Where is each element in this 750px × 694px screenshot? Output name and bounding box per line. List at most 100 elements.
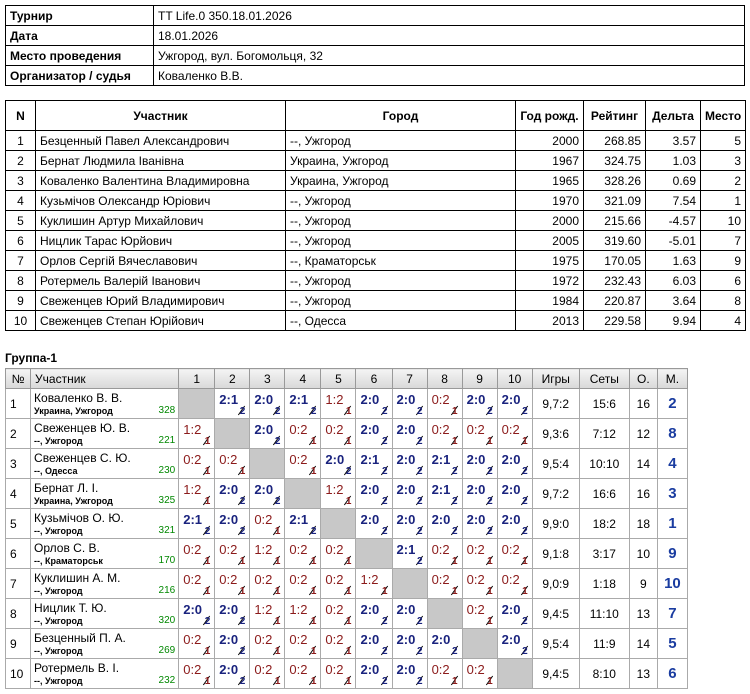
player-name: Куклишин А. М. (34, 571, 121, 585)
result-cell: 2:0 2 (426, 508, 463, 539)
match-points: 2 (381, 676, 388, 687)
cell: Ротермель Валерій Іванович (35, 270, 286, 291)
result-cell: 0:2 1 (178, 538, 216, 569)
player-name: Свеженцев Ю. В. (34, 421, 131, 435)
cell: 232.43 (583, 270, 646, 291)
cell: 2005 (515, 230, 584, 251)
player-rating: 216 (158, 585, 176, 596)
cell: 6 (5, 230, 36, 251)
result-cell: 2:1 2 (391, 538, 428, 569)
result-cell: 0:2 1 (214, 448, 251, 479)
cell: --, Ужгород (285, 190, 516, 211)
score: 0:2 (325, 662, 344, 677)
match-points: 1 (310, 646, 317, 657)
score: 2:0 (360, 602, 380, 617)
score: 0:2 (254, 572, 273, 587)
diagonal-cell (178, 388, 216, 419)
result-cell: 2:0 2 (496, 508, 533, 539)
score: 0:2 (219, 542, 238, 557)
participant-row: 5 Куклишин Артур Михайлович --, Ужгород 200… (5, 210, 746, 231)
column-header: Место (700, 100, 746, 131)
result-cell: 2:0 2 (461, 388, 498, 419)
result-cell: 0:2 1 (214, 538, 251, 569)
cell: 170.05 (583, 250, 646, 271)
group-row: 2 Свеженцев Ю. В. --, Ужгород 221 1:2 1 2:0 2 0:… (4, 418, 689, 449)
info-row: Дата 18.01.2026 (5, 25, 745, 46)
player-city: --, Ужгород (34, 646, 83, 656)
diagonal-cell (426, 598, 463, 629)
info-label: Турнир (5, 5, 154, 26)
score: 2:0 (219, 632, 239, 647)
column-header: 6 (355, 368, 393, 389)
cell: 229.58 (583, 310, 646, 331)
result-cell: 2:0 2 (391, 448, 428, 479)
result-cell: 2:0 2 (391, 508, 428, 539)
points: 14 (628, 628, 658, 659)
points: 13 (628, 598, 658, 629)
score: 0:2 (466, 662, 485, 677)
match-points: 2 (417, 616, 423, 627)
games: 9,0:9 (531, 568, 580, 599)
score: 2:0 (431, 632, 451, 647)
result-cell: 0:2 1 (461, 658, 498, 689)
result-cell: 0:2 1 (320, 418, 357, 449)
score: 2:0 (396, 632, 416, 647)
match-points: 1 (345, 586, 352, 597)
player-cell: Орлов С. В. --, Краматорськ 170 (30, 538, 180, 569)
score: 1:2 (254, 602, 273, 617)
result-cell: 2:0 2 (249, 478, 286, 509)
result-cell: 0:2 1 (214, 568, 251, 599)
score: 0:2 (183, 662, 202, 677)
result-cell: 0:2 1 (496, 418, 533, 449)
player-cell: Бернат Л. І. Украина, Ужгород 325 (30, 478, 180, 509)
player-cell: Кузьмічов О. Ю. --, Ужгород 321 (30, 508, 180, 539)
score: 2:1 (289, 512, 309, 527)
sets: 11:9 (578, 628, 630, 659)
cell: 2 (5, 150, 36, 171)
match-points: 1 (345, 406, 352, 417)
result-cell: 0:2 1 (284, 418, 322, 449)
column-header: 8 (426, 368, 463, 389)
result-cell: 2:1 2 (284, 508, 322, 539)
match-points: 1 (204, 496, 211, 507)
score: 2:1 (360, 452, 380, 467)
score: 0:2 (254, 512, 273, 527)
cell: Безценный Павел Александрович (35, 130, 286, 151)
result-cell: 2:0 2 (214, 508, 251, 539)
participant-row: 9 Свеженцев Юрий Владимирович --, Ужгород 1… (5, 290, 746, 311)
cell: Свеженцев Степан Юрійович (35, 310, 286, 331)
cell: --, Ужгород (285, 230, 516, 251)
match-points: 1 (452, 556, 458, 567)
cell: 7 (5, 250, 36, 271)
match-points: 2 (239, 646, 246, 657)
match-points: 2 (522, 496, 528, 507)
player-rating: 269 (158, 645, 176, 656)
group-row: 5 Кузьмічов О. Ю. --, Ужгород 321 2:1 2 2:0 2 0:… (4, 508, 689, 539)
match-points: 2 (417, 406, 423, 417)
cell: 2000 (515, 130, 584, 151)
match-points: 2 (310, 526, 317, 537)
result-cell: 1:2 1 (355, 568, 393, 599)
score: 2:0 (360, 422, 380, 437)
match-points: 2 (381, 616, 388, 627)
result-cell: 2:0 2 (426, 628, 463, 659)
sets: 15:6 (578, 388, 630, 419)
score: 1:2 (325, 392, 344, 407)
player-name: Ротермель В. І. (34, 661, 120, 675)
diagonal-cell (214, 418, 251, 449)
column-header: N (5, 100, 36, 131)
column-header: Дельта (645, 100, 701, 131)
player-city: Украина, Ужгород (34, 406, 113, 416)
match-points: 2 (417, 466, 423, 477)
cell: 7 (700, 230, 746, 251)
match-points: 2 (417, 556, 423, 567)
row-number: 1 (4, 388, 32, 419)
cell: 9.94 (645, 310, 701, 331)
result-cell: 2:1 2 (178, 508, 216, 539)
score: 0:2 (466, 602, 485, 617)
column-header: 5 (320, 368, 357, 389)
score: 2:0 (501, 452, 521, 467)
result-cell: 2:1 2 (426, 478, 463, 509)
cell: 10 (5, 310, 36, 331)
